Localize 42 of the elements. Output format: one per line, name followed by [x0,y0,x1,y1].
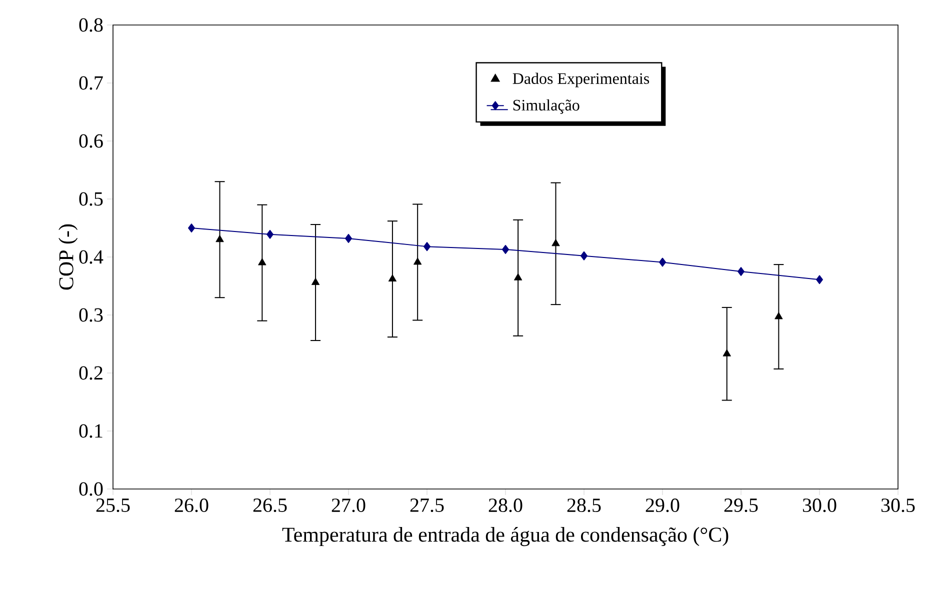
point [502,244,510,254]
point [816,275,824,284]
x-tick-label: 29.0 [646,498,680,512]
y-tick-label: 0.6 [79,134,103,148]
y-tick-label: 0.5 [79,192,103,206]
point [388,274,397,282]
x-tick-label: 27.0 [332,498,366,512]
point [345,234,352,243]
point [413,258,422,265]
x-tick-label: 26.0 [174,498,208,512]
y-axis-title: COP (-) [58,224,78,290]
x-tick-label: 29.5 [724,498,758,512]
y-tick-label: 0.2 [79,366,102,380]
point [722,349,731,356]
legend-label: Dados Experimentais [512,72,650,88]
x-tick-label: 26.5 [253,498,287,512]
x-tick-label: 30.0 [802,498,836,512]
x-tick-label: 28.0 [488,498,522,512]
x-tick-label: 30.5 [881,498,915,512]
point [424,242,431,252]
x-tick-label: 27.5 [410,498,444,512]
y-tick-label: 0.4 [79,250,104,264]
point [311,278,320,285]
point [738,267,745,276]
x-tick-label: 25.5 [96,498,130,512]
point [188,224,196,233]
point [266,230,274,239]
point [580,251,588,260]
y-tick-label: 0.8 [79,18,103,32]
x-axis-title: Temperatura de entrada de água de condensação (°C) [282,526,728,546]
point [514,273,522,280]
point [659,258,666,267]
y-tick-label: 0.7 [79,76,103,90]
y-tick-label: 0.0 [79,482,103,496]
point [552,238,560,246]
point [258,258,266,266]
point [216,234,224,242]
x-tick-label: 28.5 [567,498,601,512]
point [774,312,783,320]
legend-label: Simulação [513,99,580,114]
y-tick-label: 0.1 [79,424,102,438]
y-tick-label: 0.3 [79,308,103,322]
